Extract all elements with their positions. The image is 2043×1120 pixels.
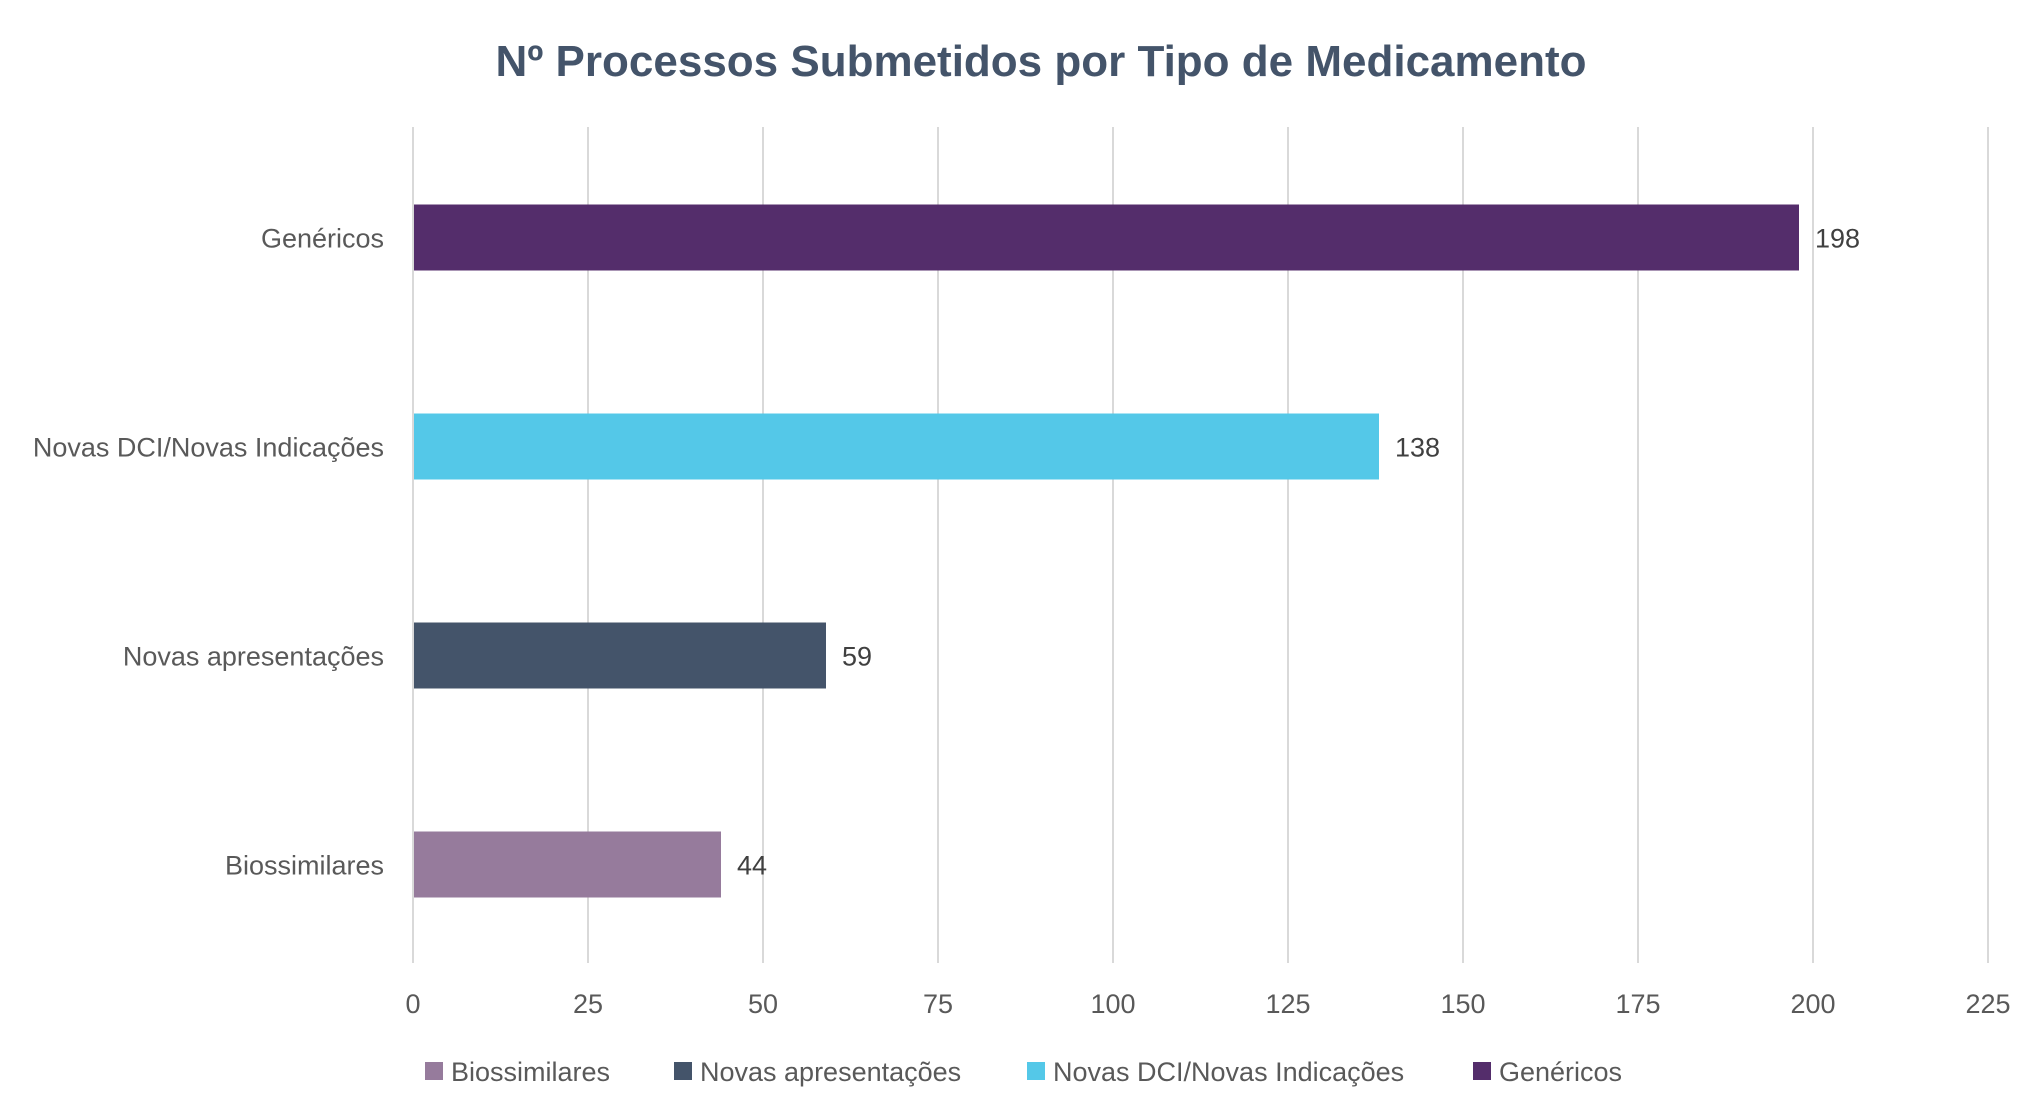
x-tick-label: 75 [923, 989, 953, 1019]
legend-label: Novas DCI/Novas Indicações [1053, 1057, 1404, 1087]
legend-item: Biossimilares [425, 1057, 610, 1087]
x-tick-label: 0 [405, 989, 420, 1019]
legend-swatch [674, 1062, 692, 1080]
legend-swatch [1027, 1062, 1045, 1080]
legend-label: Genéricos [1499, 1057, 1622, 1087]
x-axis-tick-labels: 0 25 50 75 100 125 150 175 200 225 [405, 989, 2010, 1019]
legend-item: Novas apresentações [674, 1057, 961, 1087]
legend-item: Genéricos [1473, 1057, 1622, 1087]
bar [414, 831, 721, 898]
category-labels: Genéricos Novas DCI/Novas Indicações Novas… [33, 224, 384, 881]
bars: 198 138 59 44 [414, 204, 1860, 898]
legend-swatch [425, 1062, 443, 1080]
x-tick-label: 175 [1615, 989, 1660, 1019]
legend-swatch [1473, 1062, 1491, 1080]
x-tick-label: 25 [573, 989, 603, 1019]
bar [414, 622, 826, 689]
x-tick-label: 150 [1440, 989, 1485, 1019]
x-tick-label: 200 [1790, 989, 1835, 1019]
legend: Biossimilares Novas apresentações Novas DC… [425, 1057, 1622, 1087]
x-tick-label: 100 [1090, 989, 1135, 1019]
bar [414, 204, 1799, 271]
category-label: Novas DCI/Novas Indicações [33, 433, 384, 463]
category-label: Biossimilares [225, 851, 384, 881]
data-label: 59 [842, 642, 872, 672]
category-label: Novas apresentações [123, 642, 384, 672]
chart-title: Nº Processos Submetidos por Tipo de Medi… [495, 37, 1586, 86]
legend-label: Novas apresentações [700, 1057, 961, 1087]
x-tick-label: 50 [748, 989, 778, 1019]
legend-item: Novas DCI/Novas Indicações [1027, 1057, 1404, 1087]
bar [414, 413, 1379, 480]
category-label: Genéricos [261, 224, 384, 254]
data-label: 44 [737, 851, 767, 881]
legend-label: Biossimilares [451, 1057, 610, 1087]
x-tick-label: 125 [1265, 989, 1310, 1019]
data-label: 138 [1395, 433, 1440, 463]
data-label: 198 [1815, 224, 1860, 254]
x-tick-label: 225 [1965, 989, 2010, 1019]
